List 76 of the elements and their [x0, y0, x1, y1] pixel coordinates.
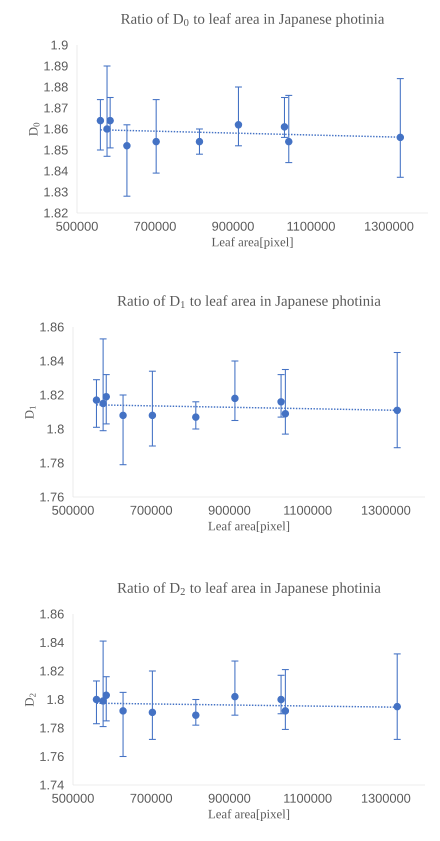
x-axis-title: Leaf area[pixel]: [208, 521, 290, 533]
y-tick-label: 1.87: [44, 103, 68, 113]
y-tick-label: 1.86: [40, 322, 64, 332]
x-tick-label: 1300000: [362, 794, 410, 803]
x-tick-label: 700000: [134, 222, 176, 231]
chart-title: Ratio of D$_{2}$ to leaf area in Japanese photinia: [118, 582, 381, 596]
point: [148, 412, 156, 420]
point: [119, 412, 127, 420]
y-tick-label: 1.78: [40, 723, 64, 733]
point: [393, 702, 401, 710]
point: [282, 410, 290, 418]
y-tick-label: 1.85: [44, 145, 68, 155]
chart-title: Ratio of D$_{0}$ to leaf area in Japanese photinia: [121, 13, 384, 27]
y-tick-label: 1.78: [40, 458, 64, 468]
y-tick-label: 1.76: [40, 492, 64, 502]
x-tick-label: 500000: [56, 222, 98, 231]
point: [277, 696, 285, 704]
y-tick-label: 1.9: [51, 40, 68, 50]
point: [280, 123, 288, 131]
point: [102, 691, 110, 699]
point: [99, 697, 107, 705]
y-tick-label: 1.74: [40, 780, 64, 790]
point: [192, 413, 200, 421]
x-tick-label: 700000: [130, 794, 172, 803]
y-tick-label: 1.82: [40, 666, 64, 676]
y-axis-title: D$_{2}$: [25, 693, 36, 706]
y-axis-title: D$_{1}$: [25, 406, 36, 419]
x-tick-label: 1300000: [362, 506, 410, 515]
y-tick-label: 1.82: [44, 208, 68, 218]
y-tick-label: 1.76: [40, 752, 64, 762]
point: [192, 711, 200, 719]
y-tick-label: 1.84: [44, 166, 68, 176]
x-tick-label: 900000: [208, 506, 250, 515]
point: [277, 398, 285, 406]
point: [152, 138, 160, 146]
y-tick-label: 1.83: [44, 187, 68, 197]
point: [119, 707, 127, 715]
point: [96, 116, 104, 124]
point: [231, 394, 239, 402]
x-tick-label: 1100000: [284, 794, 332, 803]
y-tick-label: 1.8: [47, 694, 64, 704]
point: [92, 696, 100, 704]
y-tick-label: 1.82: [40, 390, 64, 400]
y-tick-label: 1.88: [44, 82, 68, 92]
y-tick-label: 1.86: [44, 124, 68, 134]
y-tick-label: 1.89: [44, 61, 68, 71]
x-tick-label: 500000: [52, 794, 94, 803]
x-tick-label: 700000: [130, 506, 172, 515]
point: [234, 121, 242, 129]
y-axis-title: D$_{0}$: [29, 122, 40, 136]
chart-title: Ratio of D$_{1}$ to leaf area in Japanese photinia: [118, 295, 381, 309]
x-tick-label: 1300000: [365, 222, 414, 231]
y-tick-label: 1.86: [40, 609, 64, 619]
x-tick-label: 900000: [208, 794, 250, 803]
x-axis-title: Leaf area[pixel]: [212, 237, 293, 249]
y-tick-label: 1.8: [47, 424, 64, 434]
point: [103, 125, 111, 133]
point: [196, 138, 204, 146]
x-tick-label: 1100000: [284, 506, 332, 515]
point: [102, 392, 110, 400]
y-tick-label: 1.84: [40, 638, 64, 648]
point: [106, 116, 114, 124]
x-axis-title: Leaf area[pixel]: [208, 809, 290, 821]
x-tick-label: 900000: [212, 222, 254, 231]
point: [396, 134, 404, 142]
point: [99, 400, 107, 408]
point: [393, 406, 401, 414]
x-tick-label: 1100000: [288, 222, 335, 231]
point: [282, 707, 290, 715]
point: [231, 692, 239, 700]
x-tick-label: 500000: [52, 506, 94, 515]
point: [148, 708, 156, 716]
point: [123, 142, 131, 150]
point: [285, 138, 293, 146]
y-tick-label: 1.84: [40, 356, 64, 366]
point: [92, 396, 100, 404]
